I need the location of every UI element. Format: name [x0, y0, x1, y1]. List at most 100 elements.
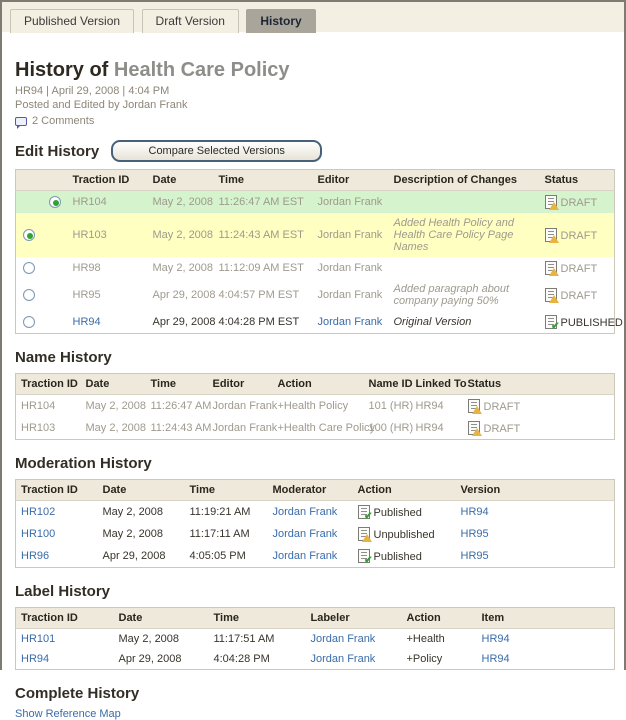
moderation-history-row-hr96: HR96 Apr 29, 2008 4:05:05 PM Jordan Fran…: [16, 545, 615, 568]
moderator-link[interactable]: Jordan Frank: [272, 528, 338, 540]
status-cell: DRAFT: [463, 395, 615, 418]
tab-bar: Published Version Draft Version History: [2, 2, 624, 33]
mod-time: 11:19:21 AM: [189, 506, 251, 518]
status-cell: PUBLISHED: [540, 311, 623, 334]
name-date: May 2, 2008: [85, 400, 147, 412]
traction-id-link[interactable]: HR94: [21, 653, 50, 665]
action-label: Unpublished: [373, 529, 435, 541]
label-time: 4:04:28 PM: [213, 653, 270, 665]
col-action: Action: [401, 607, 477, 629]
history-page: History of Health Care Policy HR94 | Apr…: [2, 32, 624, 720]
complete-history-section: Complete History Show Reference Map: [15, 685, 612, 720]
edit-date: Apr 29, 2008: [152, 316, 216, 328]
col-traction-id: Traction ID: [67, 169, 148, 191]
compare-radio-left-hr94[interactable]: [22, 316, 35, 329]
editor: Jordan Frank: [212, 422, 278, 434]
moderator-link[interactable]: Jordan Frank: [272, 550, 338, 562]
traction-id-link[interactable]: HR101: [21, 633, 56, 645]
status-label: DRAFT: [483, 401, 521, 413]
editor-link[interactable]: Jordan Frank: [317, 316, 383, 328]
complete-history-heading: Complete History: [15, 685, 140, 702]
label-history-section: Label History Traction ID Date Time Labe…: [15, 583, 615, 670]
tab-published-version[interactable]: Published Version: [10, 9, 135, 33]
draft-status-icon: [544, 195, 559, 210]
compare-radio-right-hr104[interactable]: [48, 196, 61, 209]
unpublished-action-icon: [357, 527, 372, 542]
labeler-link[interactable]: Jordan Frank: [310, 633, 376, 645]
editor: Jordan Frank: [312, 190, 389, 213]
label-time: 11:17:51 AM: [213, 633, 275, 645]
moderator-link[interactable]: Jordan Frank: [272, 506, 338, 518]
traction-id: HR103: [67, 213, 148, 257]
traction-id-link[interactable]: HR96: [21, 550, 50, 562]
tab-draft-version[interactable]: Draft Version: [141, 9, 239, 33]
label-history-header: Traction ID Date Time Labeler Action Ite…: [15, 607, 615, 629]
traction-id: HR98: [72, 262, 101, 274]
editor: Jordan Frank: [317, 289, 383, 301]
action-label: Published: [373, 507, 422, 519]
col-version: Version: [455, 479, 615, 501]
name-time: 11:24:43 AM: [150, 422, 212, 434]
draft-status-icon: [544, 261, 559, 276]
name-date: May 2, 2008: [85, 422, 147, 434]
version-link[interactable]: HR95: [460, 550, 489, 562]
item-link[interactable]: HR94: [481, 653, 510, 665]
traction-id: HR95: [72, 289, 101, 301]
item-link[interactable]: HR94: [481, 633, 510, 645]
col-traction-id: Traction ID: [15, 373, 81, 395]
col-traction-id: Traction ID: [15, 479, 98, 501]
action-cell: Published: [353, 545, 456, 568]
show-reference-map-link[interactable]: Show Reference Map: [15, 708, 121, 720]
col-time: Time: [145, 373, 208, 395]
page-title-prefix: History of: [15, 59, 109, 81]
col-date: Date: [113, 607, 209, 629]
labeler-link[interactable]: Jordan Frank: [310, 653, 376, 665]
mod-time: 4:05:05 PM: [189, 550, 246, 562]
comments-count-link[interactable]: 2 Comments: [32, 115, 95, 127]
name-history-row-hr103: HR103 May 2, 2008 11:24:43 AM Jordan Fra…: [16, 417, 615, 440]
edit-time: 11:26:47 AM EST: [213, 190, 313, 213]
name-history-heading: Name History: [15, 349, 112, 366]
published-action-icon: [357, 549, 373, 566]
change-description: Added paragraph about company paying 50%: [393, 283, 510, 307]
traction-id-link[interactable]: HR100: [21, 528, 56, 540]
edit-date: Apr 29, 2008: [152, 289, 216, 301]
name-history-row-hr104: HR104 May 2, 2008 11:26:47 AM Jordan Fra…: [16, 395, 615, 418]
compare-radio-left-hr95[interactable]: [22, 289, 35, 302]
page-title-article-name: Health Care Policy: [113, 59, 290, 81]
col-linked-to: Linked To: [410, 373, 467, 395]
version-link[interactable]: HR94: [460, 506, 489, 518]
col-moderator: Moderator: [267, 479, 353, 501]
draft-status-icon: [467, 421, 482, 436]
version-link[interactable]: HR95: [460, 528, 489, 540]
article-byline: Posted and Edited by Jordan Frank: [15, 99, 188, 111]
traction-id-link[interactable]: HR94: [72, 316, 101, 328]
compare-radio-left-hr103[interactable]: [22, 229, 35, 242]
label-date: May 2, 2008: [118, 633, 180, 645]
traction-id-link[interactable]: HR102: [21, 506, 56, 518]
edit-history-header: Traction ID Date Time Editor Description…: [15, 169, 615, 191]
name-time: 11:26:47 AM: [150, 400, 212, 412]
edit-date: May 2, 2008: [147, 190, 214, 213]
col-time: Time: [208, 607, 306, 629]
edit-time: 11:24:43 AM EST: [213, 213, 313, 257]
moderation-history-row-hr100: HR100 May 2, 2008 11:17:11 AM Jordan Fra…: [16, 523, 615, 545]
col-name-id: Name ID: [363, 373, 413, 395]
edit-history-row-hr95: HR95 Apr 29, 2008 4:04:57 PM EST Jordan …: [16, 279, 615, 311]
change-description: Original Version: [393, 316, 472, 328]
col-description: Description of Changes: [388, 169, 540, 191]
moderation-history-section: Moderation History Traction ID Date Time…: [15, 455, 615, 568]
compare-radio-left-hr98[interactable]: [22, 262, 35, 275]
compare-selected-versions-button[interactable]: Compare Selected Versions: [111, 140, 323, 162]
col-status: Status: [462, 373, 615, 395]
change-description: [388, 190, 540, 213]
action-cell: Unpublished: [353, 523, 456, 545]
edit-time: 11:12:09 AM EST: [218, 262, 304, 274]
tab-history[interactable]: History: [246, 9, 316, 33]
mod-date: Apr 29, 2008: [102, 550, 166, 562]
col-status: Status: [539, 169, 615, 191]
col-action: Action: [272, 373, 364, 395]
comment-bubble-icon: [15, 116, 27, 129]
draft-status-icon: [544, 228, 559, 243]
name-id: 100 (HR): [368, 422, 414, 434]
